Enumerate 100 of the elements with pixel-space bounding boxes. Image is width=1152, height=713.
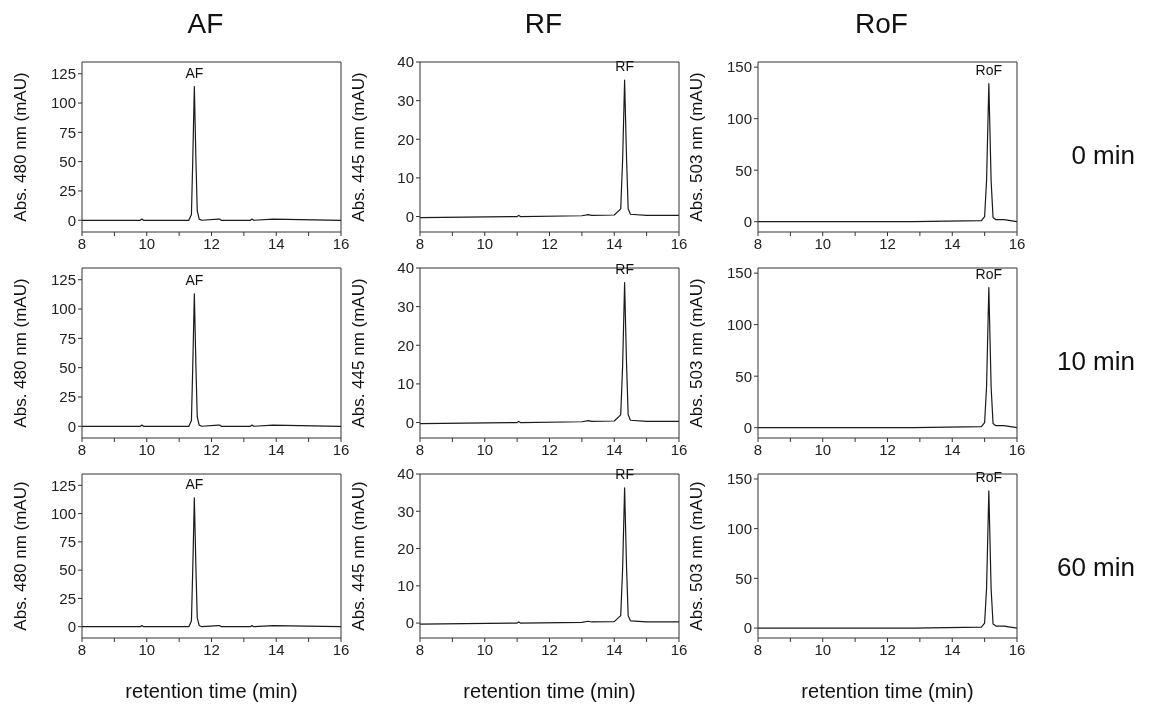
line-series (758, 83, 1017, 223)
line-series (82, 497, 341, 628)
x-tick-label: 10 (476, 234, 494, 252)
x-tick-label: 14 (943, 640, 961, 658)
y-tick-label: 0 (743, 419, 752, 437)
y-tick-label: 50 (59, 358, 76, 376)
line-series (82, 86, 341, 221)
y-axis-title: Abs. 503 nm (mAU) (687, 278, 707, 428)
x-tick-label: 10 (476, 640, 494, 658)
x-tick-label: 8 (753, 440, 763, 458)
y-tick-label: 30 (397, 91, 414, 109)
annotation: RoF (975, 265, 1003, 282)
x-tick-label: 16 (332, 234, 350, 252)
y-tick-label: 0 (67, 211, 76, 229)
line-series (758, 286, 1017, 429)
y-tick-label: 0 (67, 618, 76, 636)
x-tick-label: 14 (267, 640, 285, 658)
y-axis-title: Abs. 445 nm (mAU) (349, 72, 369, 222)
text: 60 min (1055, 552, 1135, 583)
chart-title: AF (186, 8, 225, 40)
x-tick-label: 12 (541, 440, 558, 458)
x-tick-label: 10 (138, 440, 156, 458)
x-tick-label: 10 (138, 234, 156, 252)
x-tick-label: 10 (814, 640, 832, 658)
x-tick-label: 14 (943, 440, 961, 458)
x-tick-label: 12 (203, 234, 220, 252)
x-tick-label: 16 (1008, 234, 1026, 252)
line-series (82, 293, 341, 427)
x-axis-title: retention time (min) (125, 680, 298, 702)
x-tick-label: 8 (77, 234, 87, 252)
annotation: RF (615, 260, 634, 277)
x-tick-label: 10 (814, 440, 832, 458)
chart-title: RF (523, 8, 564, 40)
y-axis-title: Abs. 445 nm (mAU) (349, 278, 369, 428)
x-tick-label: 12 (879, 640, 896, 658)
x-tick-label: 16 (1008, 440, 1026, 458)
x-tick-label: 8 (753, 640, 763, 658)
y-tick-label: 25 (59, 182, 76, 200)
x-tick-label: 8 (77, 640, 87, 658)
x-axis-title: retention time (min) (801, 680, 974, 702)
y-tick-label: 75 (59, 533, 76, 551)
x-tick-label: 14 (605, 440, 623, 458)
x-tick-label: 12 (203, 640, 220, 658)
x-axis-title: retention time (min) (463, 680, 636, 702)
x-tick-label: 10 (814, 234, 832, 252)
y-tick-label: 125 (50, 65, 76, 83)
y-tick-label: 25 (59, 388, 76, 406)
x-tick-label: 16 (670, 640, 688, 658)
y-axis-title: Abs. 480 nm (mAU) (11, 72, 31, 222)
y-tick-label: 50 (735, 161, 752, 179)
x-tick-label: 16 (670, 234, 688, 252)
y-tick-label: 0 (405, 207, 414, 225)
x-tick-label: 8 (415, 234, 425, 252)
y-tick-label: 150 (726, 58, 752, 76)
line-series (420, 487, 679, 625)
y-tick-label: 75 (59, 329, 76, 347)
text: 10 min (1055, 346, 1135, 377)
x-tick-label: 8 (415, 640, 425, 658)
y-tick-label: 10 (397, 577, 414, 595)
y-tick-label: 20 (397, 539, 414, 557)
line-series (758, 490, 1017, 629)
y-tick-label: 100 (50, 94, 76, 112)
y-tick-label: 50 (59, 152, 76, 170)
annotation: RoF (975, 61, 1003, 78)
x-tick-label: 14 (605, 640, 623, 658)
line-series (420, 282, 679, 425)
x-tick-label: 8 (753, 234, 763, 252)
annotation: RoF (975, 468, 1003, 485)
y-axis-title: Abs. 445 nm (mAU) (349, 481, 369, 631)
annotation: RF (615, 465, 634, 482)
text: 0 min (1070, 140, 1135, 171)
x-tick-label: 14 (267, 234, 285, 252)
y-tick-label: 10 (397, 375, 414, 393)
y-tick-label: 40 (397, 53, 414, 71)
y-tick-label: 100 (50, 300, 76, 318)
x-tick-label: 8 (77, 440, 87, 458)
x-tick-label: 12 (541, 640, 558, 658)
x-tick-label: 10 (476, 440, 494, 458)
y-tick-label: 75 (59, 123, 76, 141)
y-tick-label: 0 (405, 413, 414, 431)
x-tick-label: 14 (605, 234, 623, 252)
y-tick-label: 0 (743, 213, 752, 231)
x-tick-label: 12 (541, 234, 558, 252)
y-tick-label: 0 (67, 417, 76, 435)
y-tick-label: 100 (726, 519, 752, 537)
annotation: RF (615, 58, 634, 75)
line-series (420, 79, 679, 219)
x-tick-label: 16 (332, 640, 350, 658)
y-tick-label: 150 (726, 264, 752, 282)
y-tick-label: 50 (735, 367, 752, 385)
y-tick-label: 40 (397, 259, 414, 277)
x-tick-label: 16 (670, 440, 688, 458)
y-tick-label: 50 (59, 561, 76, 579)
chart-title: RoF (854, 8, 909, 40)
y-tick-label: 20 (397, 130, 414, 148)
x-tick-label: 14 (267, 440, 285, 458)
x-tick-label: 8 (415, 440, 425, 458)
x-tick-label: 12 (203, 440, 220, 458)
y-tick-label: 30 (397, 502, 414, 520)
annotation: AF (185, 271, 204, 288)
